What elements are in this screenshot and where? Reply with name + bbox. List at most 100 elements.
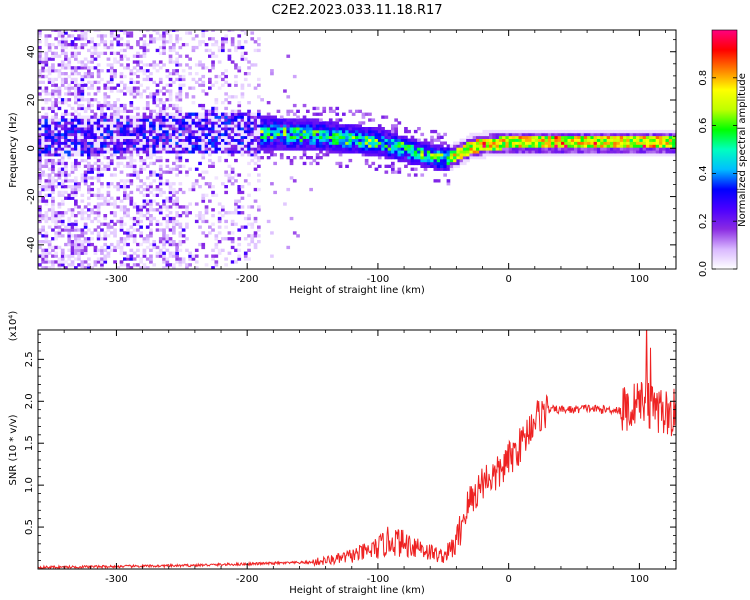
heatmap-cell [165,257,170,261]
heatmap-cell [191,144,196,148]
heatmap-cell [286,121,291,125]
heatmap-cell [168,211,173,215]
heatmap-cell [113,138,117,142]
heatmap-cell [168,34,173,38]
heatmap-cell [54,216,58,221]
heatmap-cell [168,237,173,241]
heatmap-cell [230,43,235,47]
heatmap-cell [649,132,653,137]
heatmap-cell [593,147,598,151]
heatmap-cell [204,127,209,131]
heatmap-cell [74,92,78,96]
heatmap-cell [96,106,101,111]
heatmap-cell [87,115,91,119]
heatmap-cell [511,141,516,145]
heatmap-cell [77,234,81,238]
heatmap-cell [87,263,91,267]
heatmap-cell [208,121,212,125]
heatmap-cell [149,199,153,203]
heatmap-cell [93,141,98,145]
heatmap-cell [430,158,434,163]
heatmap-cell [109,196,114,200]
heatmap-cell [168,112,173,116]
heatmap-cell [188,127,192,131]
heatmap-cell [561,141,565,145]
heatmap-cell [596,135,601,139]
heatmap-cell [113,74,117,79]
heatmap-cell [126,138,130,142]
heatmap-cell [178,260,183,264]
heatmap-cell [162,121,166,125]
heatmap-cell [217,45,222,50]
heatmap-cell [172,45,176,50]
heatmap-cell [64,118,68,122]
heatmap-cell [51,106,55,111]
heatmap-cell [57,86,62,90]
heatmap-cell [332,129,336,134]
heatmap-cell [384,153,389,157]
heatmap-cell [204,211,209,215]
heatmap-cell [472,153,477,157]
heatmap-cell [315,132,320,137]
heatmap-cell [44,158,49,163]
heatmap-cell [87,135,91,139]
heatmap-cell [54,77,58,82]
heatmap-cell [642,150,647,154]
heatmap-cell [106,57,111,61]
heatmap-cell [165,150,170,154]
heatmap-cell [417,156,421,160]
heatmap-cell [67,156,72,160]
heatmap-cell [632,141,637,145]
heatmap-cell [247,153,251,157]
heatmap-cell [96,144,101,148]
heatmap-cell [158,187,163,192]
heatmap-cell [80,60,85,64]
heatmap-cell [136,63,140,67]
heatmap-cell [482,132,487,137]
heatmap-cell [175,164,179,168]
heatmap-cell [165,141,170,145]
heatmap-cell [64,161,68,166]
heatmap-cell [168,251,173,255]
heatmap-cell [126,263,130,267]
heatmap-cell [404,158,408,163]
heatmap-cell [443,173,447,177]
heatmap-cell [136,216,140,221]
heatmap-cell [172,202,176,206]
heatmap-cell [485,144,490,148]
heatmap-cell [158,138,163,142]
heatmap-cell [312,144,317,148]
heatmap-cell [368,138,372,142]
heatmap-cell [610,138,614,142]
heatmap-cell [217,86,222,90]
heatmap-cell [237,147,242,151]
top-x-axis-label: Height of straight line (km) [289,285,425,296]
heatmap-cell [47,245,52,250]
heatmap-cell [67,89,72,93]
heatmap-cell [443,147,447,151]
heatmap-cell [87,101,91,105]
heatmap-cell [230,112,235,116]
heatmap-cell [41,214,45,218]
heatmap-cell [348,132,353,137]
heatmap-cell [289,216,294,221]
heatmap-cell [485,147,490,151]
heatmap-cell [211,127,215,131]
heatmap-cell [132,257,137,261]
heatmap-cell [162,135,166,139]
heatmap-cell [335,135,340,139]
heatmap-cell [90,176,94,180]
heatmap-cell [221,112,225,116]
heatmap-cell [518,141,523,145]
heatmap-cell [116,51,121,55]
heatmap-cell [54,37,58,41]
heatmap-cell [67,234,72,238]
heatmap-cell [87,129,91,134]
heatmap-cell [224,118,228,122]
heatmap-cell [60,248,65,252]
heatmap-cell [51,260,55,264]
heatmap-cell [106,80,111,84]
heatmap-cell [116,60,121,64]
heatmap-cell [83,124,88,128]
heatmap-cell [126,208,130,212]
